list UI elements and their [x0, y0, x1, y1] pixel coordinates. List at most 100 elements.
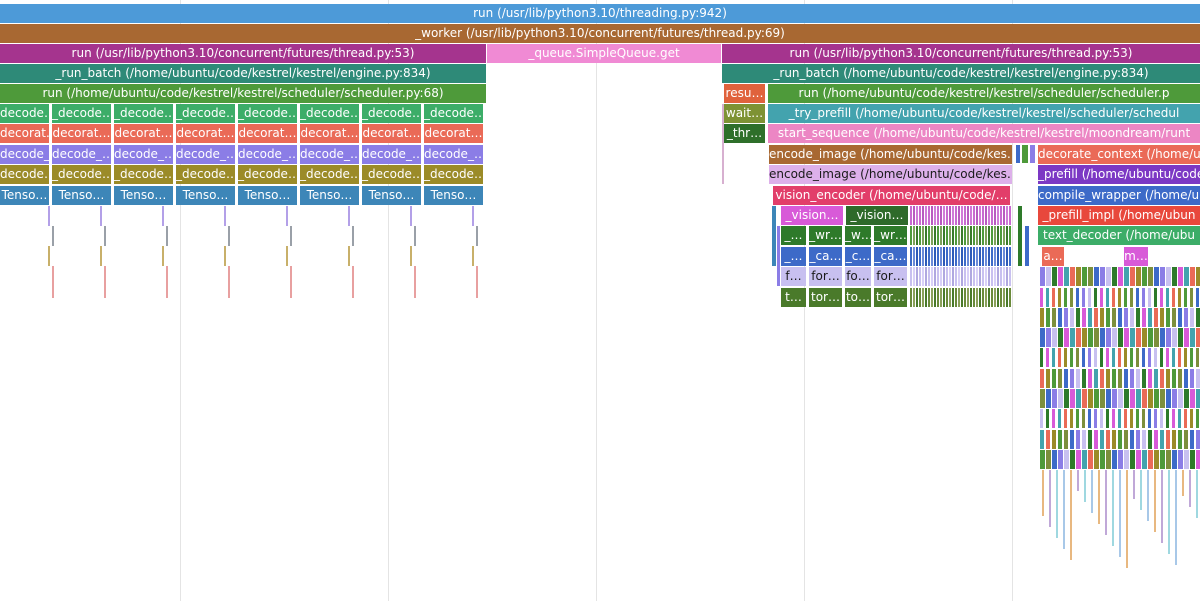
frame-threading-run[interactable]: run (/usr/lib/python3.10/threading.py:94… [0, 4, 1200, 23]
frame-wait[interactable]: wait… [724, 104, 765, 123]
frame-decode-b[interactable]: decode_… [300, 145, 359, 164]
frame-vision-1[interactable]: _vision… [781, 206, 843, 225]
frame-decode-a[interactable]: _decode… [300, 104, 359, 123]
frame-sliver [1040, 409, 1043, 428]
frame-w-1[interactable]: _w… [845, 226, 871, 245]
frame-decode-a[interactable]: _decode… [52, 104, 111, 123]
frame-tenso[interactable]: Tenso… [300, 186, 359, 205]
frame-sliver [1088, 409, 1091, 428]
frame-sliver [1172, 430, 1176, 449]
frame-decorate-context[interactable]: decorate_context (/home/ubuntu/c [1038, 145, 1200, 164]
frame-sliver [1040, 288, 1043, 307]
frame-encode-image-2[interactable]: encode_image (/home/ubuntu/code/kes… [769, 165, 1012, 184]
frame-worker[interactable]: _worker (/usr/lib/python3.10/concurrent/… [0, 24, 1200, 43]
frame-decode-b[interactable]: decode_… [52, 145, 111, 164]
frame-compile-wrapper[interactable]: compile_wrapper (/home/ub [1038, 186, 1200, 205]
frame-sliver [1042, 470, 1044, 516]
frame-decorat[interactable]: decorat… [238, 124, 297, 143]
frame-sliver [52, 266, 54, 298]
frame-underscore-1[interactable]: _… [781, 226, 806, 245]
frame-sliver [1178, 328, 1183, 347]
frame-sliver [961, 267, 963, 286]
frame-decode-a[interactable]: _decode… [424, 104, 483, 123]
frame-decode-c[interactable]: _decode… [238, 165, 297, 184]
frame-decode-b[interactable]: decode_… [176, 145, 235, 164]
frame-decode-a[interactable]: _decode… [176, 104, 235, 123]
frame-decode-b[interactable]: decode_… [114, 145, 173, 164]
frame-decode-b[interactable]: decode_… [362, 145, 421, 164]
frame-sliver [1196, 409, 1199, 428]
frame-thread-run-left[interactable]: run (/usr/lib/python3.10/concurrent/futu… [0, 44, 486, 63]
frame-resu[interactable]: resu… [724, 84, 765, 103]
frame-decorat[interactable]: decorat… [176, 124, 235, 143]
frame-decode-c[interactable]: _decode… [52, 165, 111, 184]
frame-decorat[interactable]: decorat… [52, 124, 111, 143]
frame-start-sequence[interactable]: start_sequence (/home/ubuntu/code/kestre… [768, 124, 1200, 143]
frame-t-short[interactable]: t… [781, 288, 806, 307]
frame-scheduler-run-right[interactable]: run (/home/ubuntu/code/kestrel/kestrel/s… [768, 84, 1200, 103]
frame-m-short[interactable]: m… [1124, 247, 1148, 266]
frame-tenso[interactable]: Tenso… [176, 186, 235, 205]
frame-decode-c[interactable]: decode… [0, 165, 49, 184]
frame-sliver [1009, 206, 1011, 225]
frame-ca-1[interactable]: _ca… [809, 247, 842, 266]
frame-tenso[interactable]: Tenso… [114, 186, 173, 205]
frame-tenso[interactable]: Tenso… [52, 186, 111, 205]
frame-decode-c[interactable]: _decode… [424, 165, 483, 184]
frame-decode-c[interactable]: _decode… [114, 165, 173, 184]
frame-decode-c[interactable]: _decode… [176, 165, 235, 184]
frame-vision-2[interactable]: _vision… [846, 206, 908, 225]
frame-sliver [994, 288, 996, 307]
frame-decode-b[interactable]: decode_… [238, 145, 297, 164]
frame-sliver [910, 267, 912, 286]
frame-decode-c[interactable]: _decode… [362, 165, 421, 184]
frame-try-prefill[interactable]: _try_prefill (/home/ubuntu/code/kestrel/… [768, 104, 1200, 123]
frame-vision-encoder[interactable]: vision_encoder (/home/ubuntu/code/… [773, 186, 1010, 205]
frame-decode-a[interactable]: _decode… [114, 104, 173, 123]
frame-f-short[interactable]: f… [781, 267, 806, 286]
frame-sliver [1172, 308, 1176, 327]
frame-prefill-impl[interactable]: _prefill_impl (/home/ubun [1038, 206, 1200, 225]
frame-sliver [1088, 308, 1092, 327]
frame-ca-2[interactable]: _ca… [874, 247, 907, 266]
frame-encode-image-1[interactable]: encode_image (/home/ubuntu/code/kes… [769, 145, 1012, 164]
frame-decode-a[interactable]: decode… [0, 104, 49, 123]
frame-decorat[interactable]: decorat… [0, 124, 49, 143]
frame-wr-1[interactable]: _wr… [809, 226, 842, 245]
frame-queue-get[interactable]: _queue.SimpleQueue.get [487, 44, 721, 63]
frame-decode-a[interactable]: _decode… [238, 104, 297, 123]
frame-for-1[interactable]: for… [809, 267, 842, 286]
frame-decode-b[interactable]: decode_… [0, 145, 49, 164]
frame-sliver [1058, 308, 1062, 327]
frame-decorat[interactable]: decorat… [300, 124, 359, 143]
frame-for-2[interactable]: for… [874, 267, 907, 286]
frame-decode-c[interactable]: _decode… [300, 165, 359, 184]
frame-underscore-2[interactable]: _… [781, 247, 806, 266]
frame-tor-2[interactable]: tor… [874, 288, 907, 307]
frame-sliver [1142, 430, 1146, 449]
frame-decorat[interactable]: decorat… [114, 124, 173, 143]
frame-thr[interactable]: _thr… [724, 124, 765, 143]
frame-wr-2[interactable]: _wr… [874, 226, 907, 245]
frame-decode-a[interactable]: _decode… [362, 104, 421, 123]
frame-text-decoder[interactable]: text_decoder (/home/ubu [1038, 226, 1200, 245]
frame-run-batch-left[interactable]: _run_batch (/home/ubuntu/code/kestrel/ke… [0, 64, 486, 83]
frame-tenso[interactable]: Tenso… [0, 186, 49, 205]
frame-tenso[interactable]: Tenso… [424, 186, 483, 205]
frame-tenso[interactable]: Tenso… [362, 186, 421, 205]
frame-sliver [1070, 409, 1073, 428]
frame-a-short[interactable]: a… [1042, 247, 1064, 266]
frame-run-batch-right[interactable]: _run_batch (/home/ubuntu/code/kestrel/ke… [722, 64, 1200, 83]
frame-thread-run-right[interactable]: run (/usr/lib/python3.10/concurrent/futu… [722, 44, 1200, 63]
frame-decode-b[interactable]: decode_… [424, 145, 483, 164]
frame-decorat[interactable]: decorat… [362, 124, 421, 143]
frame-scheduler-run-left[interactable]: run (/home/ubuntu/code/kestrel/kestrel/s… [0, 84, 486, 103]
frame-sliver [988, 247, 990, 266]
frame-to-1[interactable]: to… [845, 288, 871, 307]
frame-fo-1[interactable]: fo… [845, 267, 871, 286]
frame-tor-1[interactable]: tor… [809, 288, 842, 307]
frame-prefill[interactable]: _prefill (/home/ubuntu/code/ [1038, 165, 1200, 184]
frame-tenso[interactable]: Tenso… [238, 186, 297, 205]
frame-c-1[interactable]: _c… [845, 247, 871, 266]
frame-decorat[interactable]: decorat… [424, 124, 483, 143]
